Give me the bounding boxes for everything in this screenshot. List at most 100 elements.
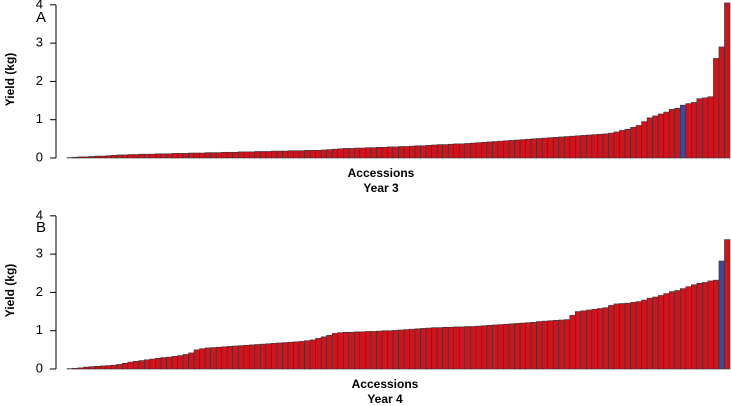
bar xyxy=(580,135,587,159)
bar xyxy=(337,148,344,159)
bar xyxy=(414,328,421,370)
panel-label: B xyxy=(36,219,46,236)
bar xyxy=(508,323,515,370)
bar xyxy=(597,133,604,159)
bar xyxy=(702,97,709,159)
bar xyxy=(171,153,178,159)
bar xyxy=(464,326,471,370)
bar xyxy=(624,128,631,159)
bar xyxy=(127,361,134,370)
bar xyxy=(77,367,84,370)
bar xyxy=(370,331,377,370)
bar xyxy=(221,346,228,370)
bar xyxy=(409,328,416,370)
bar xyxy=(94,155,101,159)
bar xyxy=(641,299,648,370)
bar xyxy=(486,325,493,370)
bar xyxy=(88,156,95,159)
bar xyxy=(116,364,123,370)
bar xyxy=(276,150,283,159)
bar xyxy=(204,347,211,370)
bar xyxy=(276,342,283,370)
bar xyxy=(574,311,582,370)
bar xyxy=(679,104,687,159)
bar xyxy=(668,291,676,370)
bar xyxy=(72,367,79,370)
bar xyxy=(243,151,250,159)
bar xyxy=(287,150,294,159)
bar xyxy=(447,143,455,159)
bar xyxy=(110,155,118,159)
bar xyxy=(668,109,676,159)
bar xyxy=(508,140,515,159)
bar xyxy=(265,343,272,370)
bar xyxy=(149,153,156,159)
bar xyxy=(547,320,554,370)
bar xyxy=(464,143,471,159)
bar xyxy=(447,326,455,370)
bar xyxy=(685,286,692,370)
bar xyxy=(116,154,123,159)
bar xyxy=(619,303,626,370)
bar xyxy=(298,150,305,159)
bar xyxy=(652,296,659,370)
bar xyxy=(215,152,223,159)
bar xyxy=(309,150,316,159)
bar xyxy=(563,136,571,159)
bar xyxy=(287,341,294,370)
bar xyxy=(696,98,703,159)
bar xyxy=(718,260,725,370)
y-tick-label: 3 xyxy=(36,35,43,50)
bar xyxy=(425,145,432,159)
bar xyxy=(177,153,184,159)
bar xyxy=(558,319,565,370)
bar xyxy=(691,284,698,370)
bar xyxy=(481,325,488,370)
bar xyxy=(232,345,239,370)
bar xyxy=(376,146,383,159)
bar xyxy=(580,310,587,370)
bar xyxy=(381,330,388,370)
bar xyxy=(541,320,548,370)
bar xyxy=(193,152,200,159)
bar xyxy=(210,152,217,159)
bar xyxy=(133,361,140,370)
bar xyxy=(431,144,438,159)
bar xyxy=(519,139,526,159)
bar xyxy=(409,145,416,159)
bar xyxy=(387,330,394,370)
panel-label: A xyxy=(36,9,46,26)
bar xyxy=(260,343,267,370)
bar xyxy=(392,146,399,159)
bar xyxy=(160,357,167,370)
bar xyxy=(105,155,112,159)
bar xyxy=(519,322,526,370)
bar xyxy=(105,365,112,370)
bar xyxy=(177,355,184,370)
y-axis-label: Yield (kg) xyxy=(3,264,17,318)
bar xyxy=(293,150,300,159)
bar xyxy=(398,146,405,159)
bar xyxy=(707,280,714,370)
bar xyxy=(326,335,333,370)
bar xyxy=(552,320,560,370)
bar xyxy=(630,302,637,370)
bar xyxy=(530,138,537,159)
bar xyxy=(326,149,333,159)
bar xyxy=(613,131,620,159)
bar xyxy=(376,330,383,370)
bar xyxy=(591,308,598,370)
bar xyxy=(414,145,421,159)
bar xyxy=(204,152,211,159)
bar xyxy=(331,148,339,159)
bar xyxy=(420,328,427,370)
bar xyxy=(166,153,173,159)
bar xyxy=(121,154,129,159)
bar xyxy=(110,364,118,370)
bar xyxy=(304,340,311,370)
bar xyxy=(685,103,692,159)
bar xyxy=(657,295,664,370)
bar xyxy=(359,147,366,159)
bar xyxy=(724,2,731,159)
y-tick-label: 4 xyxy=(36,0,43,11)
